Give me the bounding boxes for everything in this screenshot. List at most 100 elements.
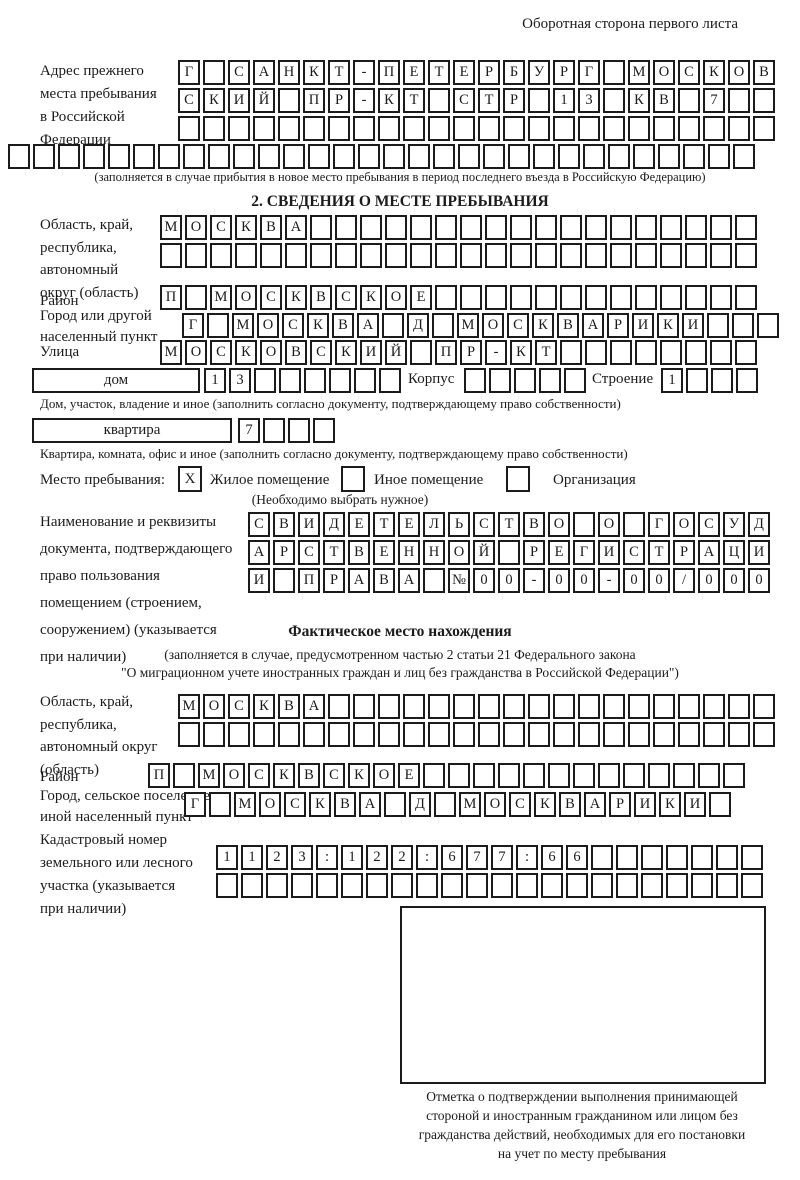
char-cell[interactable] xyxy=(203,60,225,85)
char-cell[interactable] xyxy=(528,88,550,113)
char-cell[interactable] xyxy=(208,144,230,169)
char-cell[interactable] xyxy=(285,243,307,268)
char-cell[interactable]: А xyxy=(303,694,325,719)
char-cell[interactable] xyxy=(473,763,495,788)
char-cell[interactable] xyxy=(308,144,330,169)
char-cell[interactable] xyxy=(735,340,757,365)
char-cell[interactable] xyxy=(528,116,550,141)
char-cell[interactable] xyxy=(558,144,580,169)
char-cell[interactable] xyxy=(108,144,130,169)
char-cell[interactable]: В xyxy=(373,568,395,593)
char-cell[interactable]: В xyxy=(523,512,545,537)
char-cell[interactable] xyxy=(564,368,586,393)
char-cell[interactable] xyxy=(610,243,632,268)
char-cell[interactable] xyxy=(683,144,705,169)
char-cell[interactable] xyxy=(158,144,180,169)
char-cell[interactable] xyxy=(741,845,763,870)
char-cell[interactable] xyxy=(673,763,695,788)
char-cell[interactable]: Р xyxy=(673,540,695,565)
char-cell[interactable] xyxy=(278,722,300,747)
char-cell[interactable] xyxy=(403,116,425,141)
char-cell[interactable] xyxy=(585,285,607,310)
char-cell[interactable] xyxy=(460,215,482,240)
char-cell[interactable] xyxy=(710,340,732,365)
char-cell[interactable]: А xyxy=(357,313,379,338)
char-cell[interactable] xyxy=(753,88,775,113)
char-cell[interactable]: Е xyxy=(373,540,395,565)
char-cell[interactable] xyxy=(423,568,445,593)
char-cell[interactable] xyxy=(410,243,432,268)
char-cell[interactable]: Г xyxy=(648,512,670,537)
char-cell[interactable]: П xyxy=(378,60,400,85)
char-cell[interactable] xyxy=(453,694,475,719)
char-cell[interactable]: Т xyxy=(478,88,500,113)
char-cell[interactable] xyxy=(516,873,538,898)
char-cell[interactable]: В xyxy=(332,313,354,338)
char-cell[interactable] xyxy=(453,116,475,141)
char-cell[interactable]: О xyxy=(385,285,407,310)
char-cell[interactable] xyxy=(466,873,488,898)
char-cell[interactable] xyxy=(757,313,779,338)
char-cell[interactable] xyxy=(483,144,505,169)
char-cell[interactable]: О xyxy=(548,512,570,537)
char-cell[interactable]: Р xyxy=(323,568,345,593)
char-cell[interactable]: У xyxy=(528,60,550,85)
char-cell[interactable] xyxy=(653,116,675,141)
char-cell[interactable] xyxy=(303,116,325,141)
char-cell[interactable]: К xyxy=(510,340,532,365)
char-cell[interactable] xyxy=(560,215,582,240)
char-cell[interactable] xyxy=(503,722,525,747)
char-cell[interactable] xyxy=(514,368,536,393)
char-cell[interactable] xyxy=(207,313,229,338)
char-cell[interactable] xyxy=(666,873,688,898)
char-cell[interactable]: И xyxy=(598,540,620,565)
char-cell[interactable] xyxy=(653,694,675,719)
char-cell[interactable]: Г xyxy=(182,313,204,338)
char-cell[interactable]: О xyxy=(484,792,506,817)
char-cell[interactable] xyxy=(583,144,605,169)
char-cell[interactable] xyxy=(384,792,406,817)
char-cell[interactable] xyxy=(648,763,670,788)
char-cell[interactable]: С xyxy=(228,694,250,719)
char-cell[interactable]: 0 xyxy=(573,568,595,593)
char-cell[interactable] xyxy=(433,144,455,169)
char-cell[interactable]: Г xyxy=(573,540,595,565)
char-cell[interactable]: Е xyxy=(348,512,370,537)
char-cell[interactable]: К xyxy=(309,792,331,817)
char-cell[interactable] xyxy=(728,116,750,141)
char-cell[interactable]: : xyxy=(316,845,338,870)
char-cell[interactable] xyxy=(58,144,80,169)
char-cell[interactable]: 1 xyxy=(204,368,226,393)
char-cell[interactable]: О xyxy=(448,540,470,565)
char-cell[interactable] xyxy=(329,368,351,393)
char-cell[interactable]: Т xyxy=(498,512,520,537)
char-cell[interactable] xyxy=(428,722,450,747)
char-cell[interactable] xyxy=(353,116,375,141)
char-cell[interactable]: В xyxy=(310,285,332,310)
char-cell[interactable]: М xyxy=(457,313,479,338)
char-cell[interactable]: У xyxy=(723,512,745,537)
char-cell[interactable] xyxy=(566,873,588,898)
char-cell[interactable] xyxy=(291,873,313,898)
char-cell[interactable]: Й xyxy=(473,540,495,565)
char-cell[interactable]: Г xyxy=(578,60,600,85)
char-cell[interactable] xyxy=(541,873,563,898)
char-cell[interactable] xyxy=(703,694,725,719)
char-cell[interactable] xyxy=(603,116,625,141)
char-cell[interactable] xyxy=(728,88,750,113)
char-cell[interactable]: С xyxy=(248,512,270,537)
char-cell[interactable]: 0 xyxy=(623,568,645,593)
char-cell[interactable] xyxy=(732,313,754,338)
char-cell[interactable]: М xyxy=(178,694,200,719)
char-cell[interactable]: С xyxy=(473,512,495,537)
char-cell[interactable] xyxy=(209,792,231,817)
char-cell[interactable] xyxy=(708,144,730,169)
char-cell[interactable] xyxy=(353,722,375,747)
char-cell[interactable] xyxy=(710,243,732,268)
char-cell[interactable] xyxy=(616,873,638,898)
char-cell[interactable] xyxy=(258,144,280,169)
char-cell[interactable]: С xyxy=(298,540,320,565)
char-cell[interactable]: Л xyxy=(423,512,445,537)
char-cell[interactable]: Т xyxy=(403,88,425,113)
char-cell[interactable] xyxy=(560,340,582,365)
